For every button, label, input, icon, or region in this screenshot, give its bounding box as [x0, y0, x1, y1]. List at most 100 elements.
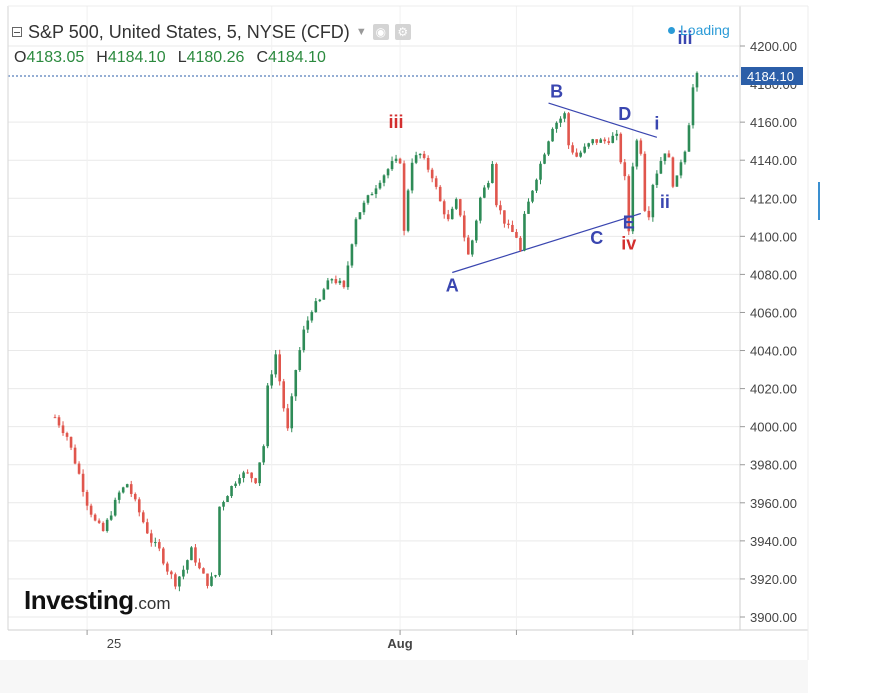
candle-body: [294, 370, 298, 397]
logo-sub-text: .com: [133, 594, 171, 613]
ohlc-high: H4184.10: [96, 49, 166, 66]
chart-header: S&P 500, United States, 5, NYSE (CFD) ▼ …: [12, 20, 411, 44]
candle-body: [150, 533, 153, 543]
candle-body: [535, 179, 538, 191]
candle-body: [366, 195, 370, 203]
candle-body: [523, 213, 526, 251]
candle-body: [141, 512, 145, 523]
wave-label: E: [623, 213, 635, 233]
candle-body: [643, 153, 647, 211]
candle-body: [53, 417, 57, 419]
candle-body: [559, 118, 562, 123]
candle-body: [178, 576, 181, 587]
candle-body: [619, 133, 623, 163]
candle-body: [519, 237, 522, 251]
collapse-icon[interactable]: [12, 27, 22, 37]
chevron-down-icon[interactable]: ▼: [355, 26, 367, 38]
candle-body: [386, 169, 390, 176]
candle-body: [238, 477, 241, 484]
candle-body: [125, 484, 129, 488]
wave-label: iii: [677, 28, 692, 48]
candle-body: [471, 240, 474, 255]
y-tick-label: 4120.00: [750, 191, 797, 206]
candle-body: [198, 562, 201, 569]
candle-body: [282, 381, 286, 409]
candle-body: [687, 125, 691, 152]
candle-body: [218, 506, 221, 576]
candle-body: [113, 499, 117, 516]
candle-body: [511, 224, 514, 232]
candle-body: [382, 175, 386, 183]
candle-body: [77, 463, 81, 474]
candle-body: [109, 515, 113, 520]
bottom-toolbar[interactable]: [0, 660, 808, 693]
candle-body: [362, 202, 366, 213]
candle-body: [166, 563, 169, 572]
candle-body: [326, 280, 330, 290]
grid-lines: [8, 6, 740, 630]
candle-body: [607, 141, 611, 143]
candle-body: [145, 522, 149, 534]
eye-icon[interactable]: ◉: [372, 24, 389, 40]
loading-dot-icon: [668, 26, 675, 34]
candle-body: [137, 499, 141, 513]
candle-body: [266, 385, 269, 447]
candle-body: [547, 141, 550, 155]
candle-body: [479, 197, 482, 221]
y-tick-label: 3960.00: [750, 496, 797, 511]
candle-body: [250, 472, 253, 479]
candle-body: [226, 496, 229, 502]
candle-body: [555, 122, 558, 129]
last-price-badge: 4184.10: [741, 67, 803, 85]
last-price-label: 4184.10: [747, 69, 794, 84]
candle-body: [242, 472, 245, 478]
candle-body: [374, 188, 378, 195]
candle-body: [515, 231, 518, 238]
candle-body: [69, 436, 73, 448]
wave-label: C: [590, 228, 603, 248]
gear-icon[interactable]: ⚙: [394, 24, 411, 40]
candle-body: [286, 408, 290, 429]
candle-body: [675, 175, 679, 187]
right-scroll-indicator[interactable]: [818, 182, 820, 220]
candle-body: [454, 199, 458, 209]
candle-body: [539, 163, 542, 180]
candle-body: [318, 299, 322, 302]
y-tick-label: 4100.00: [750, 229, 797, 244]
candle-body: [174, 574, 177, 587]
candle-body: [679, 162, 683, 176]
candle-body: [667, 153, 671, 158]
y-tick-label: 3900.00: [750, 610, 797, 625]
candle-body: [503, 210, 506, 224]
wave-label: ii: [660, 192, 670, 212]
candle-body: [587, 143, 590, 147]
candle-body: [671, 157, 675, 187]
candle-body: [406, 190, 410, 231]
candle-body: [531, 190, 534, 202]
y-tick-label: 4140.00: [750, 153, 797, 168]
ohlc-readout: O4183.05 H4184.10 L4180.26 C4184.10: [14, 49, 326, 67]
x-tick-label: 25: [107, 636, 121, 651]
candle-body: [129, 484, 133, 494]
candle-body: [659, 160, 663, 174]
candle-body: [158, 542, 161, 549]
candle-body: [615, 133, 619, 136]
candle-body: [430, 169, 434, 179]
wave-label: B: [550, 81, 563, 101]
symbol-title[interactable]: S&P 500, United States, 5, NYSE (CFD): [28, 21, 350, 42]
candle-body: [655, 173, 659, 185]
trendline: [452, 212, 642, 274]
candle-body: [222, 501, 225, 507]
candle-body: [414, 155, 418, 163]
y-tick-label: 4080.00: [750, 267, 797, 282]
wave-label: iii: [389, 112, 404, 132]
candle-body: [495, 163, 498, 206]
candle-body: [334, 279, 338, 284]
candle-body: [567, 113, 570, 146]
candle-body: [186, 560, 189, 570]
candle-body: [466, 237, 470, 255]
candle-body: [258, 462, 261, 484]
candle-body: [683, 151, 687, 163]
candle-body: [635, 140, 639, 167]
